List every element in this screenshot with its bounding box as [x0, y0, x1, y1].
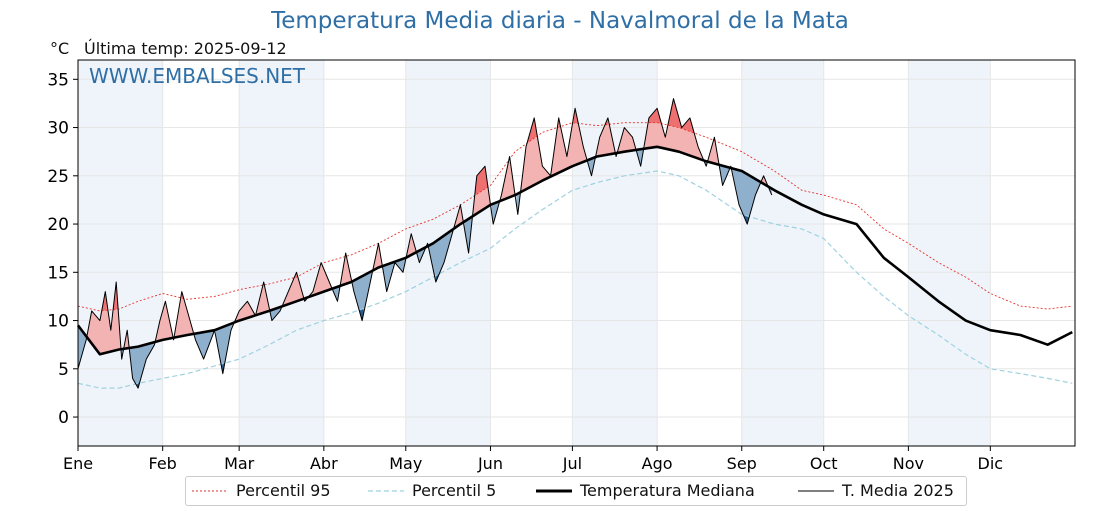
x-tick-label: Feb	[149, 454, 177, 473]
y-tick-label: 0	[58, 408, 69, 428]
fill-above-median	[644, 98, 705, 161]
series-line-p95	[77, 122, 1073, 312]
y-tick-label: 5	[58, 360, 69, 380]
fill-above-median	[282, 272, 305, 307]
y-axis-unit-label: °C	[50, 39, 70, 58]
month-shade-mar	[239, 60, 324, 446]
fill-below-median	[352, 270, 373, 321]
series-line-median	[76, 145, 1073, 356]
fill-above-median	[520, 108, 588, 193]
fill-below-median	[732, 168, 761, 225]
x-tick-label: Nov	[893, 454, 924, 473]
y-tick-label: 30	[47, 119, 69, 139]
fill-above-median	[155, 301, 174, 342]
y-tick-label: 15	[47, 263, 69, 283]
y-tick-label: 10	[47, 312, 69, 332]
legend-swatch-p95	[192, 490, 228, 491]
fill-above-median	[707, 137, 720, 165]
watermark-text: WWW.EMBALSES.NET	[89, 64, 306, 88]
plot-frame	[77, 59, 1076, 447]
fill-above-p95	[527, 117, 537, 143]
legend-swatch-year	[798, 490, 834, 491]
chart-title: Temperatura Media diaria - Navalmoral de…	[271, 8, 849, 34]
fill-above-median	[373, 243, 383, 271]
legend-item-p5: Percentil 5	[368, 481, 496, 500]
legend-swatch-p5	[368, 489, 404, 492]
legend-label-p95: Percentil 95	[236, 481, 331, 500]
anomaly-fill-layer	[78, 98, 772, 389]
fill-above-median	[256, 282, 271, 315]
fill-above-median	[617, 127, 637, 153]
fill-below-p5	[221, 363, 225, 374]
legend-item-year: T. Media 2025	[798, 481, 954, 500]
x-tick-label: Ene	[63, 454, 93, 473]
y-tick-label: 25	[47, 167, 69, 187]
legend-item-p95: Percentil 95	[192, 481, 331, 500]
fill-below-median	[464, 216, 473, 253]
legend-label-p5: Percentil 5	[412, 481, 497, 500]
month-shade-ene	[78, 60, 163, 446]
x-tick-label: Abr	[310, 454, 338, 473]
legend-swatch-median	[536, 489, 572, 492]
x-tick-label: Ago	[642, 454, 673, 473]
legend-item-median: Temperatura Mediana	[536, 481, 755, 500]
fill-below-median	[194, 330, 215, 360]
x-tick-label: Jul	[562, 454, 582, 473]
fill-above-median	[595, 117, 617, 157]
fill-above-median	[308, 262, 334, 297]
fill-above-median	[407, 233, 417, 258]
series-line-p5	[77, 170, 1073, 389]
series-line-2025	[77, 98, 773, 389]
month-shade-sep	[741, 60, 824, 446]
legend-label-year: T. Media 2025	[842, 481, 954, 500]
month-shade-jul	[572, 60, 658, 446]
fill-below-median	[333, 285, 341, 302]
fill-above-median	[340, 253, 353, 286]
chart-legend: Percentil 95 Percentil 5 Temperatura Med…	[185, 476, 967, 506]
fill-below-median	[121, 348, 125, 360]
legend-label-median: Temperatura Mediana	[580, 481, 755, 500]
axes-layer: 0 5 10 15 20 25 30 35 Ene Feb Mar Abr May Jun Jul Ago Se…	[47, 59, 1076, 473]
x-tick-label: Dic	[978, 454, 1004, 473]
x-tick-label: Sep	[727, 454, 757, 473]
fill-above-median	[175, 291, 195, 338]
fill-above-p95	[475, 166, 488, 196]
grid-layer	[77, 60, 1075, 446]
last-temp-label: Última temp: 2025-09-12	[84, 39, 287, 58]
series-layer	[76, 98, 1073, 389]
fill-below-median	[719, 165, 731, 186]
y-tick-label: 35	[47, 70, 69, 90]
x-tick-label: May	[389, 454, 422, 473]
month-shade-nov	[908, 60, 991, 446]
fill-above-median	[500, 156, 517, 201]
x-tick-label: Mar	[224, 454, 255, 473]
fill-above-median	[87, 282, 122, 355]
y-tick-label: 20	[47, 215, 69, 235]
x-tick-label: Oct	[810, 454, 838, 473]
temperature-chart: 0 5 10 15 20 25 30 35 Ene Feb Mar Abr May Jun Jul Ago Se…	[47, 59, 1076, 473]
fill-below-median	[587, 157, 596, 176]
fill-above-p95	[668, 98, 694, 133]
fill-above-median	[235, 301, 256, 323]
x-tick-label: Jun	[477, 454, 503, 473]
